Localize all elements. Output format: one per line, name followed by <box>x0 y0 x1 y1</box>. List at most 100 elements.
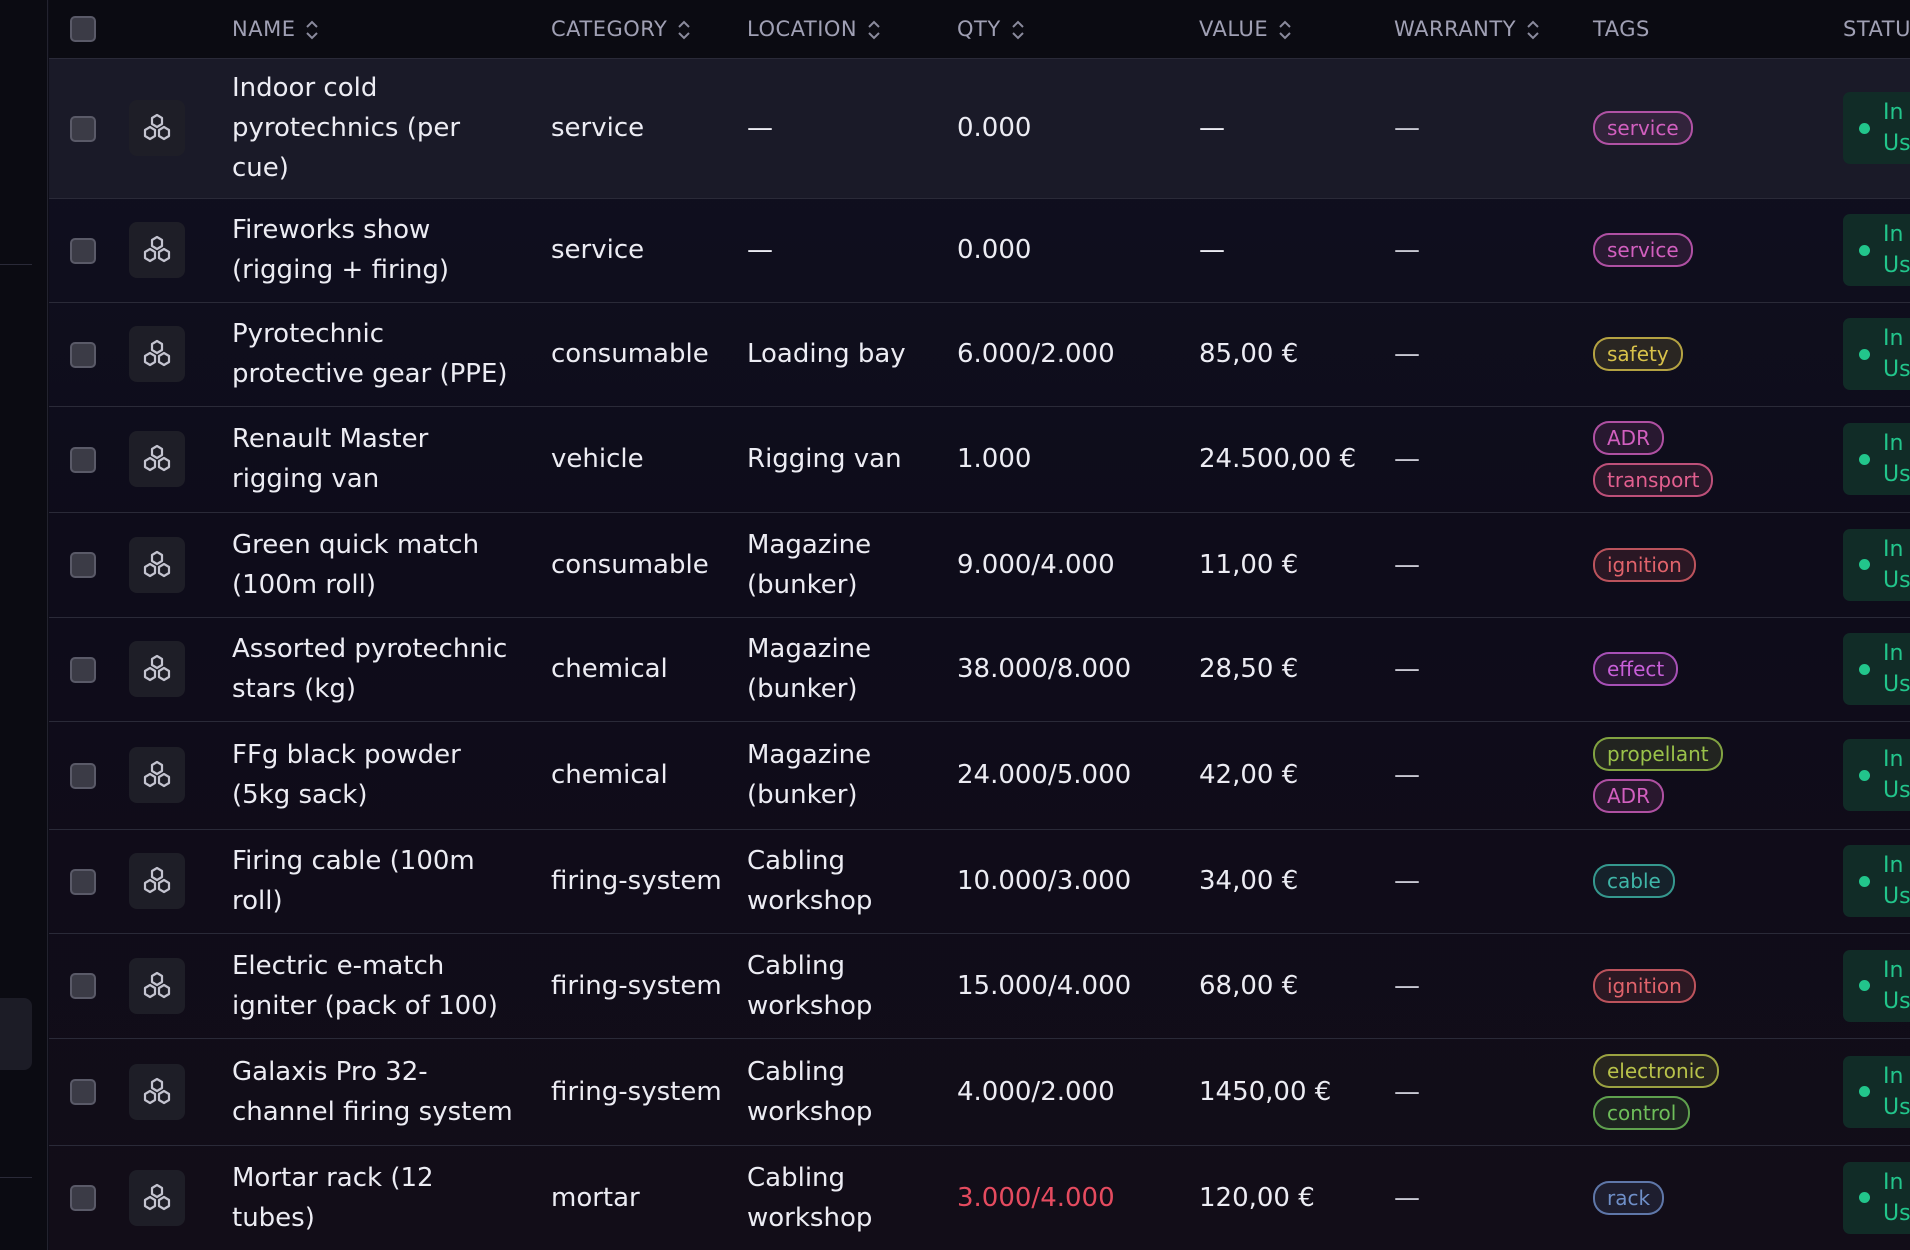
item-qty: 15.000/4.000 <box>957 970 1132 1001</box>
row-checkbox[interactable] <box>70 868 96 895</box>
row-checkbox[interactable] <box>70 762 96 789</box>
tag-badge[interactable]: ignition <box>1593 547 1696 582</box>
sort-icon[interactable] <box>867 19 881 41</box>
header-location[interactable]: LOCATION <box>747 0 957 58</box>
item-name[interactable]: Assorted pyrotechnic stars (kg) <box>232 634 508 704</box>
sidebar-selected-item[interactable] <box>0 998 32 1070</box>
header-name[interactable]: NAME <box>232 0 551 58</box>
item-tags: electronic control <box>1593 1050 1843 1134</box>
header-warranty[interactable]: WARRANTY <box>1394 0 1593 58</box>
table-row[interactable]: Electric e-match igniter (pack of 100) fi… <box>49 933 1910 1038</box>
status-label: In Use <box>1883 326 1910 382</box>
table-row[interactable]: FFg black powder (5kg sack) chemical Magaz… <box>49 721 1910 829</box>
item-name[interactable]: Renault Master rigging van <box>232 424 429 494</box>
tag-badge[interactable]: propellant <box>1593 737 1723 771</box>
item-category: firing-system <box>551 970 722 1001</box>
status-badge[interactable]: In Use <box>1843 633 1910 705</box>
table-row[interactable]: Firing cable (100m roll) firing-system Cab… <box>49 829 1910 933</box>
status-badge[interactable]: In Use <box>1843 739 1910 811</box>
sort-icon[interactable] <box>1526 19 1540 41</box>
item-qty: 3.000/4.000 <box>957 1182 1115 1213</box>
item-category: service <box>551 113 645 143</box>
status-badge[interactable]: In Use <box>1843 1161 1910 1234</box>
sort-icon[interactable] <box>677 19 691 41</box>
status-label: In Use <box>1883 100 1910 156</box>
select-all-checkbox[interactable] <box>70 15 96 42</box>
item-warranty: — <box>1394 339 1420 369</box>
hexagon-cluster-icon <box>129 853 185 909</box>
sort-icon[interactable] <box>305 19 319 41</box>
item-name[interactable]: Green quick match (100m roll) <box>232 529 480 600</box>
item-name[interactable]: Electric e-match igniter (pack of 100) <box>232 950 498 1021</box>
tag-badge[interactable]: control <box>1593 1095 1691 1130</box>
status-badge[interactable]: In Use <box>1843 845 1910 917</box>
row-checkbox[interactable] <box>70 115 96 142</box>
item-name[interactable]: Galaxis Pro 32-channel firing system <box>232 1056 513 1127</box>
status-badge[interactable]: In Use <box>1843 92 1910 164</box>
sort-icon[interactable] <box>1011 19 1025 41</box>
row-checkbox[interactable] <box>70 1185 96 1211</box>
table-row[interactable]: Pyrotechnic protective gear (PPE) consuma… <box>49 302 1910 406</box>
item-name[interactable]: Firing cable (100m roll) <box>232 846 475 916</box>
status-label: In Use <box>1883 641 1910 697</box>
row-checkbox[interactable] <box>70 446 96 473</box>
item-name[interactable]: Pyrotechnic protective gear (PPE) <box>232 319 508 389</box>
table-row[interactable]: Fireworks show (rigging + firing) service… <box>49 198 1910 302</box>
tag-badge[interactable]: transport <box>1593 463 1714 497</box>
header-location-label: LOCATION <box>747 16 858 41</box>
table-row[interactable]: Green quick match (100m roll) consumable M… <box>49 512 1910 617</box>
item-location: Loading bay <box>747 339 906 369</box>
tag-badge[interactable]: ignition <box>1593 968 1696 1003</box>
hexagon-cluster-icon <box>129 222 185 278</box>
status-badge[interactable]: In Use <box>1843 1055 1910 1128</box>
status-dot-icon <box>1859 122 1870 134</box>
tag-badge[interactable]: service <box>1593 233 1693 267</box>
item-name[interactable]: Indoor cold pyrotechnics (per cue) <box>232 73 461 183</box>
table-row[interactable]: Mortar rack (12 tubes) mortar Cabling work… <box>49 1145 1910 1250</box>
table-row[interactable]: Renault Master rigging van vehicle Rigging… <box>49 406 1910 512</box>
row-checkbox[interactable] <box>70 1079 96 1105</box>
item-category: chemical <box>551 760 668 790</box>
table-row[interactable]: Assorted pyrotechnic stars (kg) chemical M… <box>49 617 1910 721</box>
item-tags: ignition <box>1593 544 1843 586</box>
status-label: In Use <box>1883 853 1910 909</box>
header-value[interactable]: VALUE <box>1199 0 1394 58</box>
status-badge[interactable]: In Use <box>1843 214 1910 286</box>
row-checkbox[interactable] <box>70 656 96 683</box>
item-qty: 9.000/4.000 <box>957 549 1115 580</box>
table-row[interactable]: Galaxis Pro 32-channel firing system firi… <box>49 1038 1910 1145</box>
item-name[interactable]: Mortar rack (12 tubes) <box>232 1162 434 1233</box>
item-name[interactable]: FFg black powder (5kg sack) <box>232 740 461 810</box>
hexagon-cluster-icon <box>129 747 185 803</box>
header-tags: TAGS <box>1593 0 1843 58</box>
inventory-table: NAME CATEGORY LOCATION QTY VALUE WARRANT… <box>49 0 1910 1250</box>
status-badge[interactable]: In Use <box>1843 423 1910 495</box>
sidebar-divider <box>0 1177 32 1178</box>
tag-badge[interactable]: rack <box>1593 1180 1665 1215</box>
tag-badge[interactable]: electronic <box>1593 1053 1720 1088</box>
row-checkbox[interactable] <box>70 237 96 264</box>
tag-badge[interactable]: safety <box>1593 337 1683 371</box>
header-status[interactable]: STATUS <box>1843 0 1910 58</box>
header-value-label: VALUE <box>1199 16 1269 41</box>
header-thumb <box>129 0 232 58</box>
tag-badge[interactable]: cable <box>1593 864 1675 898</box>
table-row[interactable]: Indoor cold pyrotechnics (per cue) servic… <box>49 58 1910 198</box>
row-checkbox[interactable] <box>70 552 96 578</box>
status-badge[interactable]: In Use <box>1843 528 1910 601</box>
hexagon-cluster-icon <box>129 1169 185 1226</box>
sort-icon[interactable] <box>1278 19 1292 41</box>
header-qty[interactable]: QTY <box>957 0 1199 58</box>
tag-badge[interactable]: ADR <box>1593 779 1664 813</box>
status-badge[interactable]: In Use <box>1843 949 1910 1022</box>
status-badge[interactable]: In Use <box>1843 318 1910 390</box>
item-name[interactable]: Fireworks show (rigging + firing) <box>232 215 450 285</box>
header-category[interactable]: CATEGORY <box>551 0 747 58</box>
row-checkbox[interactable] <box>70 973 96 999</box>
row-checkbox[interactable] <box>70 341 96 368</box>
item-value: 68,00 € <box>1199 970 1299 1001</box>
tag-badge[interactable]: effect <box>1593 652 1679 686</box>
inventory-table-container: NAME CATEGORY LOCATION QTY VALUE WARRANT… <box>49 0 1910 1250</box>
tag-badge[interactable]: service <box>1593 111 1693 145</box>
tag-badge[interactable]: ADR <box>1593 421 1664 455</box>
